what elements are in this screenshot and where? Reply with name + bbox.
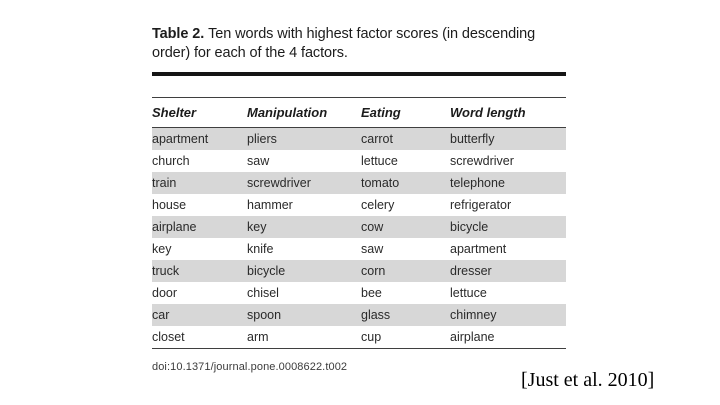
table-row: closet arm cup airplane <box>152 326 566 349</box>
table-cell: bicycle <box>450 219 489 234</box>
table-cell: spoon <box>247 307 282 322</box>
table-cell: chimney <box>450 307 497 322</box>
table-cell: pliers <box>247 131 277 146</box>
table-row: apartment pliers carrot butterfly <box>152 127 566 150</box>
table-cell: celery <box>361 197 395 212</box>
table-cell: apartment <box>152 131 209 146</box>
table-cell: arm <box>247 329 269 344</box>
table-cell: dresser <box>450 263 492 278</box>
table-cell: chisel <box>247 285 279 300</box>
table-cell: screwdriver <box>247 175 311 190</box>
table-cell: airplane <box>152 219 197 234</box>
table-cell: lettuce <box>361 153 398 168</box>
column-header-shelter: Shelter <box>152 97 247 128</box>
table-cell: key <box>152 241 172 256</box>
table-caption: Table 2. Ten words with highest factor sc… <box>152 25 566 63</box>
table-cell: lettuce <box>450 285 487 300</box>
table-cell: apartment <box>450 241 507 256</box>
table-row: truck bicycle corn dresser <box>152 259 566 282</box>
table-cell: saw <box>247 153 270 168</box>
table-cell: cup <box>361 329 382 344</box>
table-caption-label: Table 2. <box>152 26 205 42</box>
table-cell: cow <box>361 219 384 234</box>
factor-table: Shelter Manipulation Eating Word length … <box>152 96 566 349</box>
table-cell: saw <box>361 241 384 256</box>
table-cell: telephone <box>450 175 505 190</box>
table-cell: closet <box>152 329 185 344</box>
table-row: key knife saw apartment <box>152 238 566 260</box>
paper-table: Table 2. Ten words with highest factor sc… <box>152 25 566 373</box>
column-header-manipulation: Manipulation <box>247 97 361 128</box>
table-cell: tomato <box>361 175 400 190</box>
table-cell: corn <box>361 263 386 278</box>
column-header-eating: Eating <box>361 97 450 128</box>
table-cell: knife <box>247 241 274 256</box>
header-row: Shelter Manipulation Eating Word length <box>152 97 566 128</box>
table-cell: church <box>152 153 190 168</box>
citation: [Just et al. 2010] <box>521 369 655 391</box>
doi-text: doi:10.1371/journal.pone.0008622.t002 <box>152 360 348 373</box>
table-cell: refrigerator <box>450 197 512 212</box>
table-cell: train <box>152 175 177 190</box>
table-cell: screwdriver <box>450 153 514 168</box>
table-caption-text: Ten words with highest factor scores (in… <box>152 26 536 61</box>
table-cell: car <box>152 307 170 322</box>
table-row: car spoon glass chimney <box>152 303 566 326</box>
table-cell: key <box>247 219 267 234</box>
table-cell: truck <box>152 263 180 278</box>
table-row: door chisel bee lettuce <box>152 282 566 304</box>
table-row: house hammer celery refrigerator <box>152 194 566 216</box>
table-cell: airplane <box>450 329 495 344</box>
table-cell: door <box>152 285 178 300</box>
table-cell: butterfly <box>450 131 495 146</box>
column-header-word-length: Word length <box>450 97 566 128</box>
table-cell: bee <box>361 285 382 300</box>
table-row: church saw lettuce screwdriver <box>152 150 566 172</box>
table-cell: house <box>152 197 187 212</box>
table-cell: hammer <box>247 197 293 212</box>
table-row: train screwdriver tomato telephone <box>152 171 566 194</box>
table-cell: carrot <box>361 131 393 146</box>
table-cell: bicycle <box>247 263 286 278</box>
table-row: airplane key cow bicycle <box>152 215 566 238</box>
table-cell: glass <box>361 307 391 322</box>
caption-rule <box>152 72 566 76</box>
